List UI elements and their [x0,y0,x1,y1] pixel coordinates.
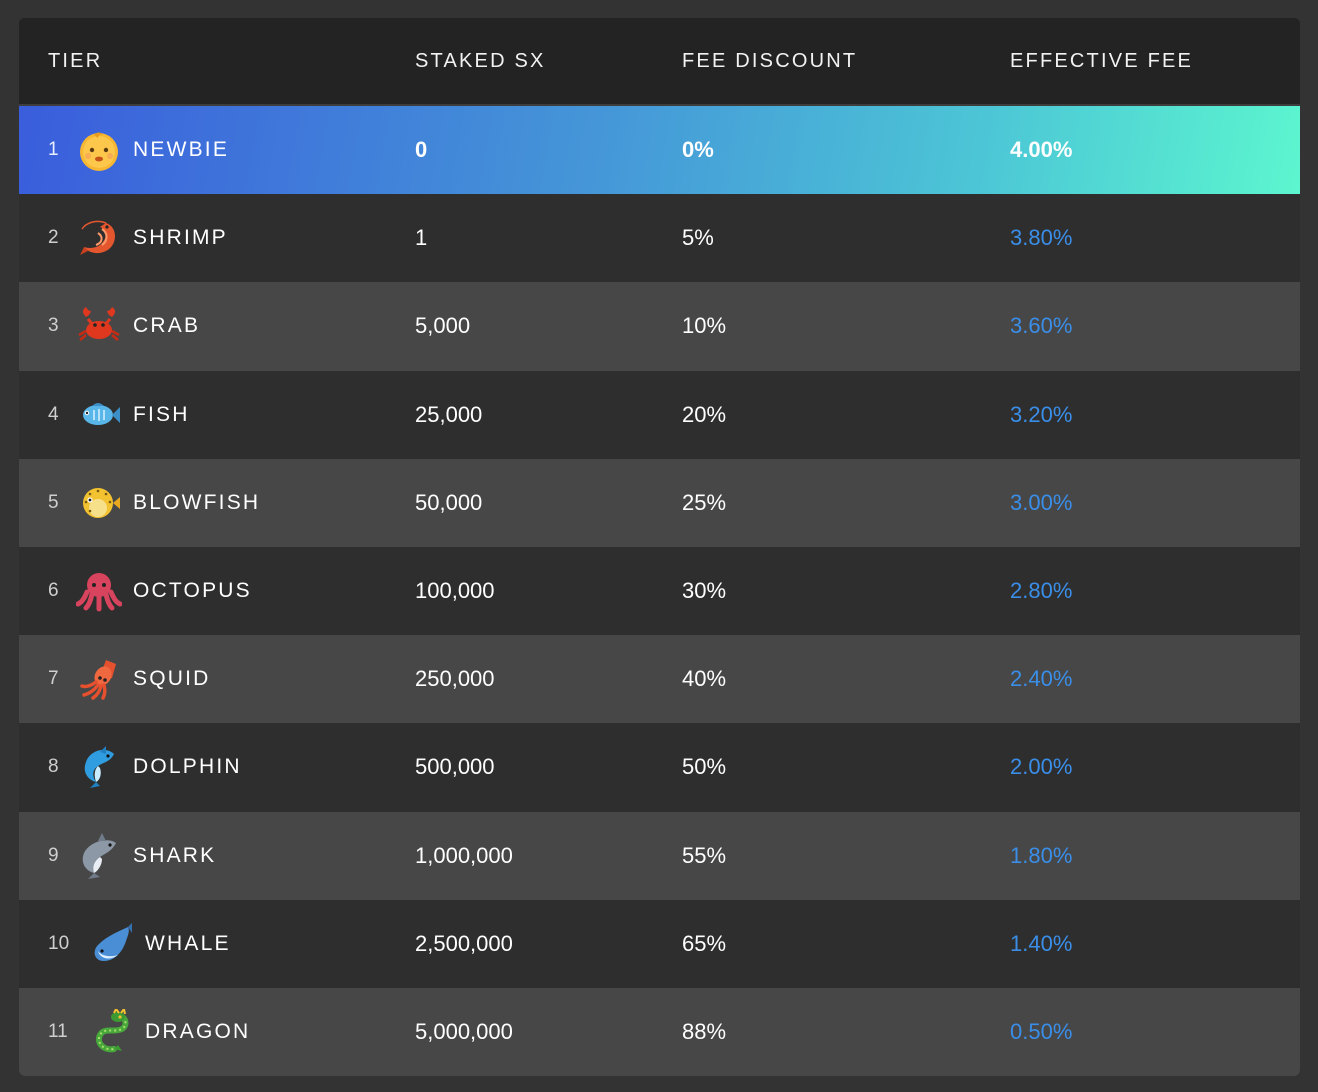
tier-number: 5 [48,491,59,513]
table-row: 9 SHARK 1,000,000 55% 1.80% [19,811,1300,900]
discount-value: 88% [682,1018,727,1044]
table-row: 6 OCTOPUS 100,000 30% 2.80% [19,546,1300,636]
staked-value: 100,000 [415,578,495,604]
whale-icon [88,921,134,967]
tier-name: DRAGON [145,1019,251,1043]
staked-value: 1,000,000 [415,842,513,868]
staked-value: 2,500,000 [415,930,513,956]
crab-icon [76,303,122,349]
table-row: 8 DOLPHIN 500,000 50% 2.00% [19,723,1300,812]
tier-name: WHALE [145,931,231,955]
shark-icon [76,832,122,879]
table-row: 10 WHALE 2,500,000 65% 1.40% [19,899,1300,988]
staked-value: 5,000,000 [415,1018,513,1044]
octopus-icon [76,568,122,614]
discount-value: 0% [682,137,714,163]
effective-fee-value: 3.80% [1010,225,1073,251]
header-fee-discount: FEE DISCOUNT [682,49,858,72]
staked-value: 25,000 [415,401,483,427]
fish-icon [76,392,122,438]
discount-value: 25% [682,489,727,515]
tier-number: 3 [48,315,59,337]
discount-value: 30% [682,578,727,604]
effective-fee-value: 2.40% [1010,666,1073,692]
effective-fee-value: 1.80% [1010,842,1073,868]
dolphin-icon [76,744,122,790]
staked-value: 5,000 [415,313,471,339]
table-row: 4 FISH 25,000 20% 3.20% [19,370,1300,459]
blowfish-icon [76,480,122,526]
effective-fee-value: 3.60% [1010,313,1073,339]
header-effective-fee: EFFECTIVE FEE [1010,49,1194,72]
discount-value: 10% [682,313,727,339]
tier-table: TIER STAKED SX FEE DISCOUNT EFFECTIVE FE… [19,18,1300,1076]
table-row: 3 CRAB 5,000 10% 3.60% [19,282,1300,371]
effective-fee-value: 3.00% [1010,489,1073,515]
tier-name: SHRIMP [133,226,228,250]
tier-number: 9 [48,844,59,866]
tier-name: NEWBIE [133,138,230,162]
tier-number: 2 [48,227,59,249]
discount-value: 65% [682,930,727,956]
staked-value: 250,000 [415,666,495,692]
staked-value: 1 [415,225,428,251]
shrimp-icon [76,215,122,261]
effective-fee-value: 0.50% [1010,1018,1073,1044]
tier-name: SQUID [133,667,211,691]
tier-number: 7 [48,668,59,690]
tier-number: 10 [48,932,70,954]
table-row: 11 DRAGON 5,000,000 88% 0.50% [19,987,1300,1076]
table-header: TIER STAKED SX FEE DISCOUNT EFFECTIVE FE… [19,18,1300,106]
baby-face-icon [76,127,122,173]
staked-value: 0 [415,137,428,163]
discount-value: 40% [682,666,727,692]
effective-fee-value: 3.20% [1010,401,1073,427]
tier-number: 4 [48,403,59,425]
tier-number: 6 [48,580,59,602]
tier-name: DOLPHIN [133,755,242,779]
tier-name: BLOWFISH [133,490,261,514]
table-row: 7 SQUID 250,000 40% 2.40% [19,635,1300,724]
staked-value: 50,000 [415,489,483,515]
table-row: 2 SHRIMP 1 5% 3.80% [19,194,1300,283]
discount-value: 50% [682,754,727,780]
tier-name: CRAB [133,314,201,338]
effective-fee-value: 4.00% [1010,137,1073,163]
discount-value: 5% [682,225,714,251]
discount-value: 20% [682,401,727,427]
tier-name: FISH [133,402,190,426]
table-row: 1 NEWBIE 0 0% 4.00% [19,106,1300,195]
table-row: 5 BLOWFISH 50,000 25% 3.00% [19,458,1300,547]
dragon-icon [88,1008,134,1055]
effective-fee-value: 1.40% [1010,930,1073,956]
effective-fee-value: 2.00% [1010,754,1073,780]
tier-name: OCTOPUS [133,579,252,603]
tier-number: 11 [48,1020,68,1042]
header-staked-sx: STAKED SX [415,49,546,72]
tier-name: SHARK [133,843,217,867]
discount-value: 55% [682,842,727,868]
squid-icon [76,656,122,702]
effective-fee-value: 2.80% [1010,578,1073,604]
header-tier: TIER [48,49,103,72]
tier-number: 8 [48,756,59,778]
staked-value: 500,000 [415,754,495,780]
tier-number: 1 [48,139,59,161]
